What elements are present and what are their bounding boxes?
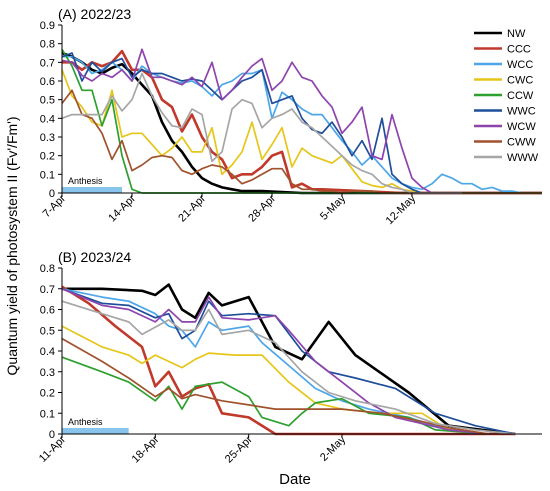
legend-label-ccw: CCW — [507, 90, 534, 102]
anthesis-label: Anthesis — [68, 417, 103, 427]
y-tick-label: 0.1 — [40, 408, 55, 420]
anthesis-label: Anthesis — [68, 176, 103, 186]
series-line-wwc — [61, 52, 462, 194]
series-line-wwc — [61, 288, 516, 435]
legend-label-www: WWW — [507, 152, 539, 164]
y-tick-label: 0.4 — [40, 346, 55, 358]
legend-label-cww: CWW — [507, 137, 536, 149]
series-line-cww — [61, 89, 542, 194]
x-tick-label: 5-May — [318, 192, 348, 222]
series-line-wcc — [61, 287, 489, 435]
anthesis-bar — [62, 428, 129, 434]
y-tick-label: 0 — [49, 188, 55, 200]
y-tick-label: 0 — [49, 429, 55, 441]
series-line-wcw — [61, 288, 489, 435]
x-tick-label: 18-Apr — [130, 433, 162, 465]
legend-label-cwc: CWC — [507, 75, 533, 87]
y-tick-label: 0.3 — [40, 132, 55, 144]
y-tick-label: 0.6 — [40, 305, 55, 317]
legend-label-nw: NW — [507, 28, 526, 40]
panel-a-chart: (A) 2022/23 0 0.1 0.2 0.3 0.4 0.5 0.6 0.7 0.8 0.9 A… — [40, 6, 542, 227]
series-line-cwc — [61, 69, 542, 194]
series-line-cwc — [61, 325, 489, 435]
y-tick-label: 0.9 — [40, 20, 55, 32]
legend: NW CCC WCC CWC CCW WWC WCW CWW WWW — [474, 28, 539, 164]
y-tick-label: 0.7 — [40, 284, 55, 296]
y-tick-label: 0.4 — [40, 113, 55, 125]
series-line-nw — [62, 283, 516, 436]
x-tick-label: 2-May — [318, 433, 348, 463]
anthesis-bar — [62, 187, 122, 193]
x-tick-label: 14-Apr — [106, 192, 138, 224]
legend-label-ccc: CCC — [507, 44, 531, 56]
y-tick-label: 0.6 — [40, 76, 55, 88]
y-axis-label: Quantum yield of photosystem II (Fv'/Fm'… — [4, 117, 20, 376]
legend-label-wwc: WWC — [507, 106, 536, 118]
x-tick-label: 7-Apr — [41, 192, 69, 220]
panel-title: (A) 2022/23 — [58, 6, 131, 22]
series-line-ccc — [61, 285, 516, 436]
series-line-www — [61, 300, 516, 435]
y-tick-label: 0.2 — [40, 388, 55, 400]
panel-b-chart: (B) 2023/24 0 0.1 0.2 0.3 0.4 0.5 0.6 0.7 0.8 Anth… — [37, 249, 542, 465]
y-tick-label: 0.8 — [40, 39, 55, 51]
x-tick-label: 12-May — [384, 192, 419, 227]
series-line-wcw — [61, 48, 462, 194]
series-line-cww — [61, 337, 489, 435]
panel-title: (B) 2023/24 — [58, 249, 131, 265]
x-axis-label: Date — [279, 471, 311, 488]
y-tick-label: 0.1 — [40, 169, 55, 181]
y-tick-label: 0.8 — [40, 263, 55, 275]
series-line-ccw — [61, 356, 489, 435]
x-tick-label: 21-Apr — [176, 192, 208, 224]
y-tick-label: 0.5 — [40, 95, 55, 107]
series-line-nw — [61, 51, 542, 195]
series-line-www — [61, 72, 462, 194]
legend-label-wcc: WCC — [507, 59, 533, 71]
y-tick-label: 0.3 — [40, 367, 55, 379]
series-line-wcc — [62, 55, 523, 194]
y-tick-label: 0.5 — [40, 325, 55, 337]
y-tick-label: 0.2 — [40, 151, 55, 163]
legend-label-wcw: WCW — [507, 121, 536, 133]
y-tick-label: 0.7 — [40, 57, 55, 69]
x-tick-label: 25-Apr — [223, 433, 255, 465]
x-tick-label: 28-Apr — [246, 192, 278, 224]
